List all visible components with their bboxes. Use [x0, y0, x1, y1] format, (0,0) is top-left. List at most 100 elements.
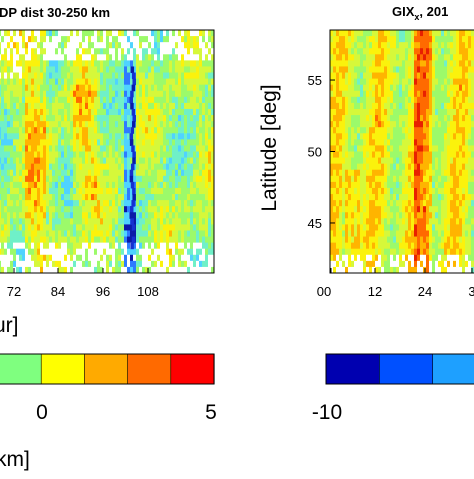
left-heatmap-cell [145, 266, 149, 274]
left-heatmap-cell [199, 266, 203, 274]
right-heatmap-cell [447, 169, 451, 177]
left-heatmap-cell [55, 157, 59, 165]
right-heatmap-cell [333, 169, 337, 177]
left-heatmap-cell [40, 187, 44, 195]
left-heatmap-cell [211, 139, 215, 146]
left-heatmap-cell [91, 78, 95, 86]
left-heatmap-streak-cell [130, 127, 135, 134]
left-heatmap-cell [127, 200, 131, 207]
left-heatmap-cell [0, 96, 2, 104]
right-heatmap-cell [348, 96, 352, 104]
left-heatmap-cell [208, 48, 212, 55]
left-heatmap-cell [211, 102, 215, 110]
right-heatmap-cell [375, 115, 379, 122]
right-heatmap-cell [429, 66, 433, 73]
right-heatmap-cell [366, 84, 370, 92]
left-heatmap-cell [142, 139, 146, 146]
right-colorbar: -10 [312, 353, 474, 424]
right-heatmap-cell [348, 78, 352, 86]
left-heatmap-cell [190, 266, 194, 274]
right-heatmap-cell [468, 78, 472, 86]
left-heatmap-cell [1, 248, 5, 256]
left-heatmap-cell [124, 200, 128, 207]
left-heatmap-cell [199, 230, 203, 237]
left-heatmap-cell [100, 230, 104, 237]
left-heatmap-cell [34, 157, 38, 165]
left-heatmap-cell [193, 66, 197, 73]
right-heatmap-cell [405, 60, 409, 67]
left-heatmap-cell [139, 175, 143, 183]
right-heatmap-cell [336, 230, 340, 237]
right-heatmap-cell [336, 212, 340, 219]
right-heatmap-cell [357, 54, 361, 61]
right-heatmap-cell [375, 36, 379, 43]
right-heatmap-cell [429, 72, 433, 80]
left-heatmap-cell [0, 60, 2, 67]
left-heatmap-cell [91, 218, 95, 225]
left-heatmap-cell [133, 42, 137, 49]
right-heatmap-cell [405, 266, 409, 274]
left-heatmap-cell [34, 175, 38, 183]
left-heatmap-cell [19, 169, 23, 177]
left-heatmap-cell [34, 133, 38, 140]
left-heatmap-cell [193, 54, 197, 61]
left-heatmap-cell [133, 48, 137, 55]
left-heatmap-cell [52, 236, 56, 244]
left-heatmap-cell [142, 157, 146, 165]
left-heatmap-cell [28, 163, 32, 171]
right-heatmap-cell [429, 260, 433, 268]
right-heatmap-cell [417, 139, 421, 146]
right-heatmap-cell [378, 139, 382, 146]
right-heatmap-cell [471, 60, 474, 67]
left-heatmap-cell [109, 200, 113, 207]
right-heatmap-cell [366, 157, 370, 165]
left-heatmap-cell [178, 48, 182, 55]
left-heatmap-cell [178, 127, 182, 134]
left-heatmap-cell [31, 121, 35, 128]
right-heatmap-cell [393, 157, 397, 165]
right-heatmap-cell [351, 90, 355, 98]
right-heatmap-cell [405, 42, 409, 49]
right-heatmap-cell [444, 90, 448, 98]
left-heatmap-cell [97, 72, 101, 80]
right-heatmap-cell [336, 151, 340, 158]
left-heatmap-cell [121, 84, 125, 92]
right-heatmap-cell [366, 200, 370, 207]
left-heatmap-cell [145, 48, 149, 55]
left-heatmap-cell [100, 169, 104, 177]
left-heatmap-cell [52, 157, 56, 165]
left-heatmap-cell [49, 248, 53, 256]
right-heatmap-cell [450, 169, 454, 177]
right-heatmap-cell [432, 169, 436, 177]
right-heatmap-cell [363, 230, 367, 237]
right-heatmap-cell [405, 224, 409, 231]
left-heatmap-cell [67, 169, 71, 177]
left-heatmap-cell [61, 133, 65, 140]
left-heatmap-cell [10, 121, 14, 128]
left-heatmap-cell [199, 187, 203, 195]
left-heatmap-cell [16, 175, 20, 183]
left-heatmap-cell [124, 54, 128, 61]
left-heatmap-cell [49, 254, 53, 262]
left-heatmap-cell [61, 163, 65, 171]
right-heatmap-cell [378, 60, 382, 67]
right-heatmap-cell [459, 30, 463, 37]
right-heatmap-cell [366, 90, 370, 98]
left-heatmap-cell [181, 121, 185, 128]
right-heatmap-cell [408, 169, 412, 177]
right-heatmap-cell [333, 206, 337, 213]
right-heatmap-cell [426, 84, 430, 92]
left-heatmap-cell [100, 175, 104, 183]
left-heatmap-cell [52, 175, 56, 183]
left-heatmap-cell [7, 30, 11, 37]
right-heatmap-cell [471, 139, 474, 146]
left-heatmap-cell [34, 187, 38, 195]
left-heatmap-cell [118, 224, 122, 231]
right-heatmap-cell [411, 151, 415, 158]
left-heatmap-cell [181, 127, 185, 134]
right-heatmap-cell [435, 78, 439, 86]
left-heatmap-streak-cell [130, 163, 135, 171]
right-heatmap-cell [444, 102, 448, 110]
left-heatmap-cell [22, 145, 26, 152]
left-heatmap-cell [34, 236, 38, 244]
